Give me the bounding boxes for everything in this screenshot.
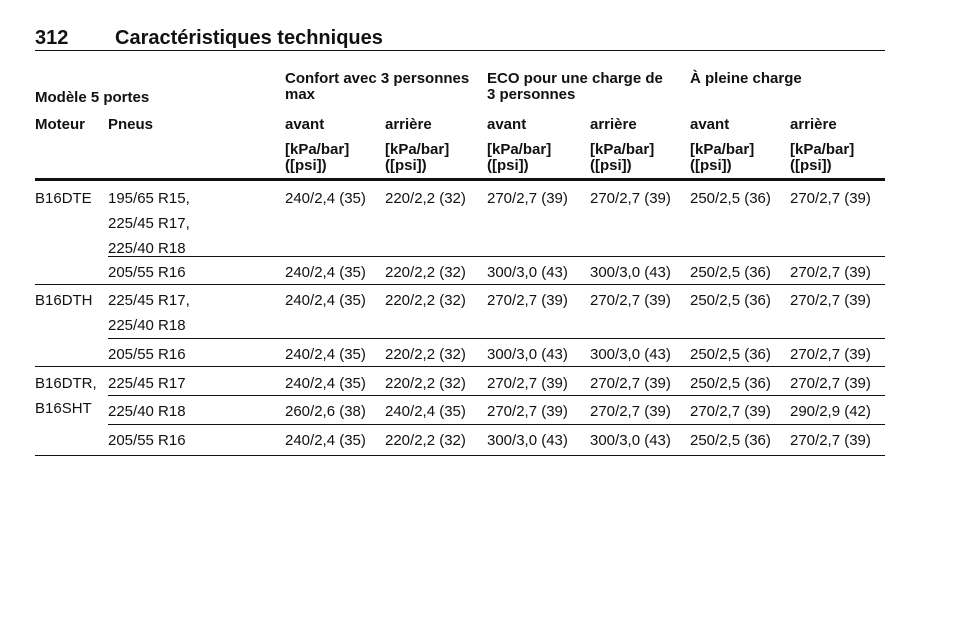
group-heading: ECO pour une charge de 3 personnes	[487, 70, 663, 103]
pressure-value: 270/2,7 (39)	[790, 432, 871, 449]
column-heading: Pneus	[108, 116, 154, 133]
column-heading: arrière	[385, 116, 432, 133]
table-rule	[35, 284, 885, 285]
table-rule	[108, 338, 885, 339]
pressure-value: 240/2,4 (35)	[285, 292, 366, 309]
engine: B16DTH	[35, 292, 93, 309]
tire-size: 205/55 R16	[108, 264, 186, 281]
model-label: Modèle 5 portes	[35, 89, 150, 106]
tire-size: 205/55 R16	[108, 346, 186, 363]
table-rule	[108, 395, 885, 396]
pressure-value: 270/2,7 (39)	[790, 264, 871, 281]
column-heading: arrière	[590, 116, 637, 133]
pressure-value: 270/2,7 (39)	[690, 403, 771, 420]
page-title: Caractéristiques techniques	[115, 27, 383, 49]
unit-heading: [kPa/bar] ([psi])	[385, 141, 450, 174]
pressure-value: 300/3,0 (43)	[487, 346, 568, 363]
pressure-value: 300/3,0 (43)	[590, 264, 671, 281]
pressure-value: 240/2,4 (35)	[285, 375, 366, 392]
column-heading: Moteur	[35, 116, 85, 133]
pressure-value: 240/2,4 (35)	[285, 190, 366, 207]
unit-heading: [kPa/bar] ([psi])	[285, 141, 350, 174]
tire-size: 225/40 R18	[108, 403, 186, 420]
pressure-value: 270/2,7 (39)	[487, 292, 568, 309]
page-number: 312	[35, 27, 69, 49]
pressure-value: 270/2,7 (39)	[790, 375, 871, 392]
pressure-value: 220/2,2 (32)	[385, 264, 466, 281]
unit-heading: [kPa/bar] ([psi])	[590, 141, 655, 174]
pressure-value: 220/2,2 (32)	[385, 190, 466, 207]
unit-heading: [kPa/bar] ([psi])	[690, 141, 755, 174]
table-rule	[35, 455, 885, 456]
tire-size: 195/65 R15, 225/45 R17, 225/40 R18	[108, 190, 190, 257]
pressure-value: 270/2,7 (39)	[487, 375, 568, 392]
pressure-value: 270/2,7 (39)	[590, 375, 671, 392]
pressure-value: 250/2,5 (36)	[690, 190, 771, 207]
pressure-value: 250/2,5 (36)	[690, 375, 771, 392]
pressure-value: 220/2,2 (32)	[385, 292, 466, 309]
table-rule	[35, 366, 885, 367]
engine: B16DTR, B16SHT	[35, 375, 97, 417]
unit-heading: [kPa/bar] ([psi])	[487, 141, 552, 174]
header-rule	[35, 50, 885, 51]
table-rule	[35, 178, 885, 181]
group-heading: Confort avec 3 personnes max	[285, 70, 470, 103]
group-heading: À pleine charge	[690, 70, 802, 87]
pressure-value: 250/2,5 (36)	[690, 292, 771, 309]
column-heading: avant	[690, 116, 730, 133]
pressure-value: 260/2,6 (38)	[285, 403, 366, 420]
pressure-value: 220/2,2 (32)	[385, 432, 466, 449]
table-rule	[108, 424, 885, 425]
pressure-value: 270/2,7 (39)	[790, 346, 871, 363]
pressure-value: 270/2,7 (39)	[487, 190, 568, 207]
tire-size: 225/45 R17, 225/40 R18	[108, 292, 190, 334]
pressure-value: 270/2,7 (39)	[590, 190, 671, 207]
pressure-value: 250/2,5 (36)	[690, 432, 771, 449]
unit-heading: [kPa/bar] ([psi])	[790, 141, 855, 174]
pressure-value: 290/2,9 (42)	[790, 403, 871, 420]
pressure-value: 270/2,7 (39)	[790, 292, 871, 309]
pressure-value: 250/2,5 (36)	[690, 346, 771, 363]
pressure-value: 300/3,0 (43)	[590, 432, 671, 449]
engine: B16DTE	[35, 190, 92, 207]
pressure-value: 220/2,2 (32)	[385, 375, 466, 392]
tire-size: 205/55 R16	[108, 432, 186, 449]
pressure-value: 250/2,5 (36)	[690, 264, 771, 281]
pressure-value: 270/2,7 (39)	[590, 403, 671, 420]
pressure-value: 270/2,7 (39)	[790, 190, 871, 207]
pressure-value: 240/2,4 (35)	[285, 432, 366, 449]
pressure-value: 240/2,4 (35)	[385, 403, 466, 420]
pressure-value: 270/2,7 (39)	[590, 292, 671, 309]
column-heading: avant	[285, 116, 325, 133]
pressure-value: 240/2,4 (35)	[285, 264, 366, 281]
tire-size: 225/45 R17	[108, 375, 186, 392]
pressure-value: 300/3,0 (43)	[590, 346, 671, 363]
pressure-value: 220/2,2 (32)	[385, 346, 466, 363]
column-heading: arrière	[790, 116, 837, 133]
column-heading: avant	[487, 116, 527, 133]
pressure-value: 270/2,7 (39)	[487, 403, 568, 420]
pressure-value: 240/2,4 (35)	[285, 346, 366, 363]
pressure-value: 300/3,0 (43)	[487, 264, 568, 281]
table-rule	[108, 256, 885, 257]
pressure-value: 300/3,0 (43)	[487, 432, 568, 449]
